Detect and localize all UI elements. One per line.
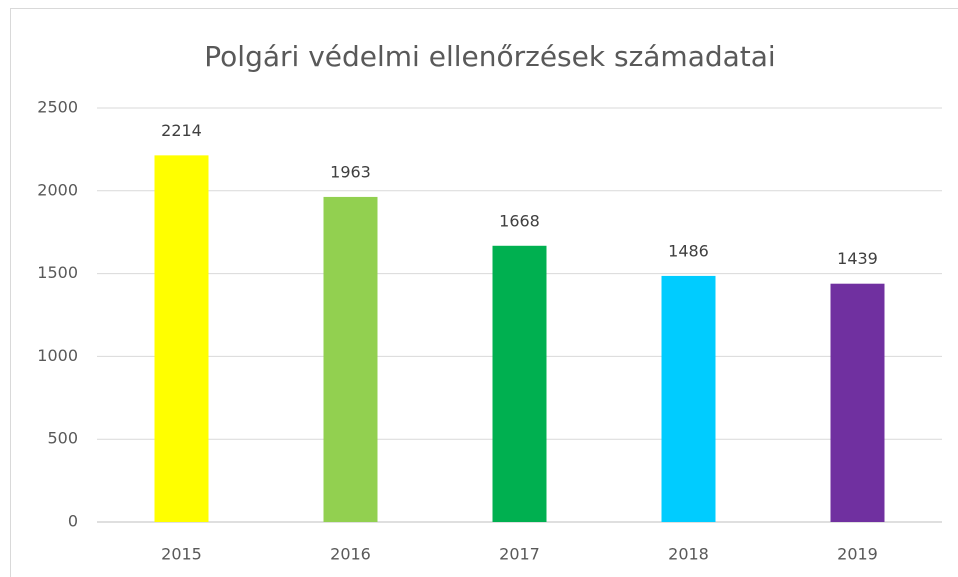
chart-frame: [10, 8, 958, 577]
bar: [492, 245, 547, 522]
y-tick-label: 2500: [37, 98, 78, 117]
y-tick-label: 2000: [37, 180, 78, 199]
value-label: 1439: [837, 249, 878, 268]
value-label: 1963: [330, 162, 371, 181]
chart-title: Polgári védelmi ellenőrzések számadatai: [204, 40, 775, 73]
value-label: 2214: [161, 121, 202, 140]
bar: [830, 283, 885, 522]
x-tick-label: 2017: [499, 545, 540, 564]
y-tick-label: 0: [68, 512, 78, 531]
y-tick-label: 500: [47, 429, 78, 448]
value-label: 1486: [668, 241, 709, 260]
y-tick-label: 1000: [37, 346, 78, 365]
x-tick-label: 2018: [668, 545, 709, 564]
bar: [661, 275, 716, 522]
bar: [323, 196, 378, 523]
y-tick-label: 1500: [37, 263, 78, 282]
x-tick-label: 2019: [837, 545, 878, 564]
x-tick-label: 2016: [330, 545, 371, 564]
x-tick-label: 2015: [161, 545, 202, 564]
bar: [154, 155, 209, 522]
value-label: 1668: [499, 211, 540, 230]
